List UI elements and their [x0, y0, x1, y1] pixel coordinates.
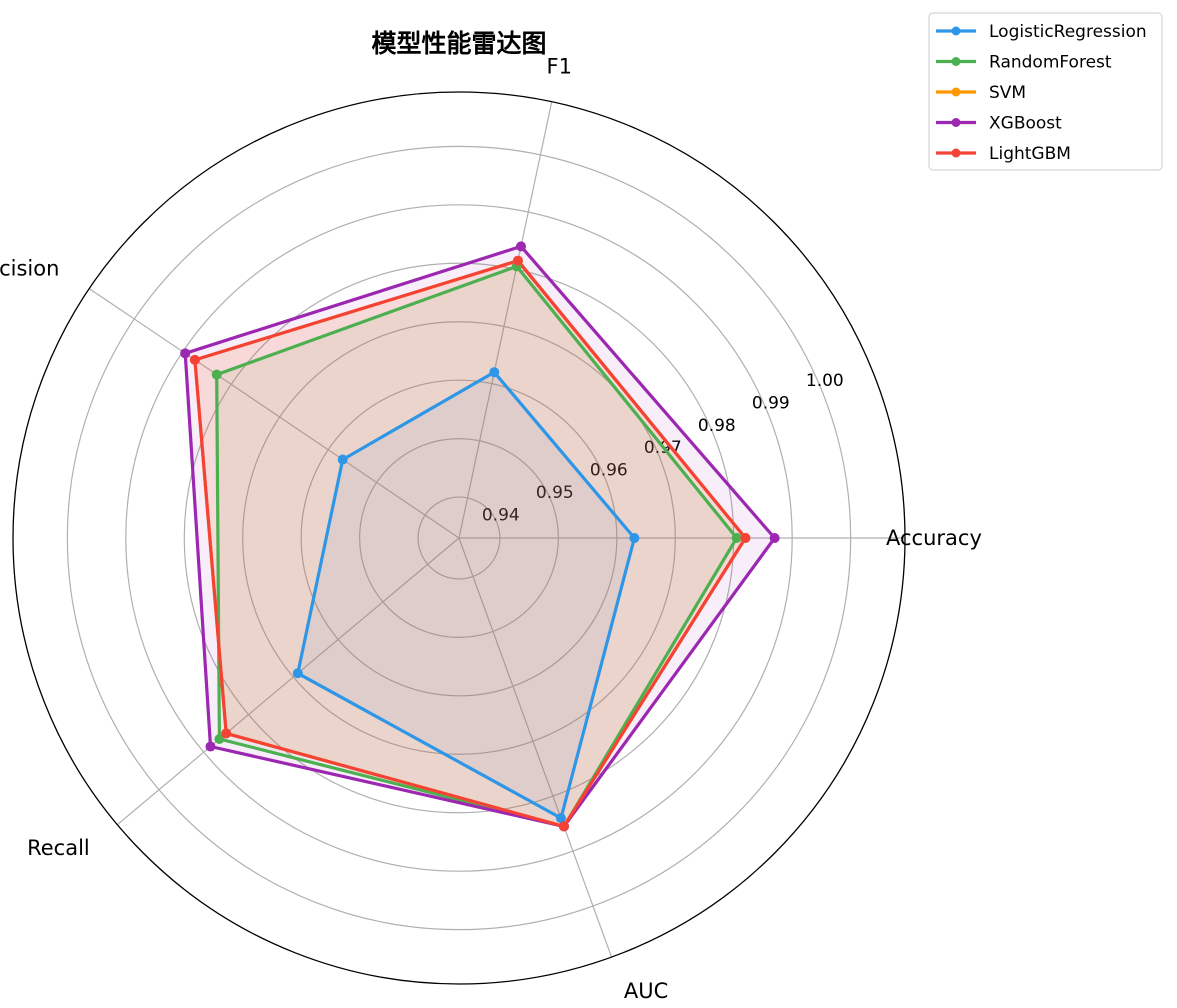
spoke-f1 — [458, 101, 553, 539]
legend-marker-svm — [951, 87, 961, 97]
point-logisticregression-accuracy — [629, 533, 640, 543]
legend-marker-logisticregression — [951, 26, 961, 36]
series-lines — [183, 244, 777, 829]
legend-label-randomforest: RandomForest — [989, 53, 1112, 73]
point-lightgbm-precision — [189, 354, 200, 365]
series-fill-xgboost — [185, 246, 775, 827]
spoke-auc — [458, 537, 613, 958]
point-lightgbm-auc — [558, 821, 569, 832]
radial-tick-label: 1.00 — [806, 371, 844, 391]
point-xgboost-accuracy — [769, 533, 780, 543]
point-xgboost-f1 — [515, 241, 526, 252]
radial-tick-label: 0.96 — [590, 461, 628, 481]
point-randomforest-recall — [214, 734, 225, 745]
point-xgboost-precision — [180, 348, 191, 359]
point-logisticregression-auc — [555, 813, 566, 824]
axis-label-precision: Precision — [0, 256, 59, 280]
legend: LogisticRegression RandomForest SVM XGBoost… — [928, 12, 1163, 171]
series-fill-svm — [194, 260, 746, 827]
axis-label-f1: F1 — [546, 55, 571, 79]
point-randomforest-precision — [211, 369, 222, 380]
legend-box — [928, 12, 1163, 171]
point-logisticregression-recall — [292, 668, 303, 679]
legend-label-xgboost: XGBoost — [989, 114, 1062, 134]
point-lightgbm-f1 — [512, 255, 523, 266]
point-logisticregression-precision — [337, 454, 348, 465]
radial-tick-label: 0.98 — [698, 416, 736, 436]
point-logisticregression-f1 — [489, 367, 500, 378]
radar-grid: 0.940.950.960.970.980.991.00 — [12, 91, 906, 985]
series-fills — [185, 246, 775, 827]
legend-label-logisticregression: LogisticRegression — [989, 22, 1147, 42]
axis-label-accuracy: Accuracy — [886, 526, 982, 550]
spoke-precision — [88, 288, 460, 539]
radial-tick-label: 0.95 — [536, 483, 574, 503]
radial-tick-label: 0.94 — [482, 505, 520, 525]
axis-label-recall: Recall — [27, 836, 90, 860]
chart-title: 模型性能雷达图 — [371, 29, 546, 58]
point-lightgbm-accuracy — [740, 533, 751, 543]
series-fill-lightgbm — [194, 260, 746, 827]
axis-label-auc: AUC — [624, 979, 668, 1003]
radial-tick-label: 0.99 — [752, 393, 790, 413]
series-fill-logisticregression — [297, 372, 635, 819]
series-line-xgboost — [183, 244, 777, 829]
axis-labels: Accuracy F1 Precision Recall AUC — [0, 55, 982, 1003]
legend-marker-xgboost — [951, 118, 961, 127]
legend-label-lightgbm: LightGBM — [989, 144, 1071, 164]
legend-marker-randomforest — [951, 57, 961, 66]
legend-label-svm: SVM — [989, 83, 1026, 103]
series-points — [180, 241, 780, 832]
point-lightgbm-recall — [221, 728, 232, 739]
series-fill-randomforest — [216, 266, 737, 827]
series-line-logisticregression — [296, 370, 637, 820]
legend-marker-lightgbm — [951, 148, 961, 158]
outer-frame — [12, 91, 906, 985]
series-line-lightgbm — [193, 259, 748, 829]
spoke-recall — [116, 537, 460, 826]
point-randomforest-accuracy — [731, 533, 742, 543]
point-xgboost-recall — [205, 741, 216, 752]
